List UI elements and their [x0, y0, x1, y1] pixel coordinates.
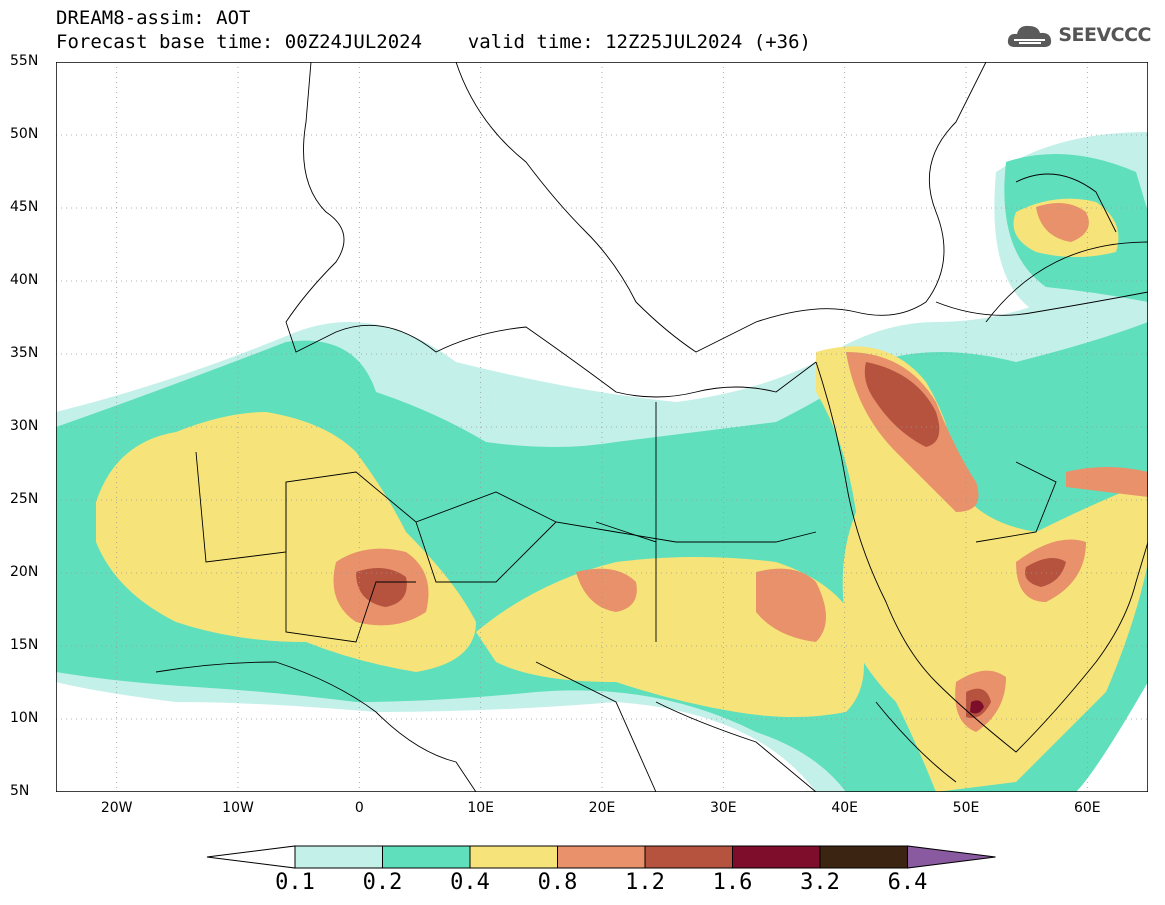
lat-tick-label: 5N: [10, 783, 30, 799]
country-borders: [155, 62, 1148, 792]
lat-tick-label: 25N: [10, 491, 39, 507]
lon-tick-label: 10W: [222, 800, 254, 816]
aot-contours: [56, 132, 1148, 792]
colorbar-low-arrow: [206, 845, 296, 869]
colorbar-label: 0.4: [450, 870, 490, 895]
lat-tick-label: 40N: [10, 272, 39, 288]
lat-tick-label: 30N: [10, 418, 39, 434]
colorbar-label: 3.2: [800, 870, 840, 895]
colorbar-segment: [469, 845, 558, 869]
cloud-icon: [1008, 25, 1052, 47]
logo-text: SEEVCCC: [1058, 24, 1151, 46]
lon-tick-label: 60E: [1073, 800, 1101, 816]
lon-tick-label: 50E: [952, 800, 980, 816]
seevccc-logo: SEEVCCC: [1005, 20, 1151, 50]
lon-tick-label: 20W: [100, 800, 133, 816]
lat-tick-label: 20N: [10, 564, 39, 580]
colorbar: [206, 845, 996, 869]
colorbar-segment: [819, 845, 908, 869]
lat-tick-label: 45N: [10, 199, 39, 215]
colorbar-label: 6.4: [887, 870, 928, 895]
colorbar-label: 0.2: [362, 870, 403, 895]
lat-tick-label: 15N: [10, 637, 39, 653]
lon-tick-label: 30E: [709, 800, 737, 816]
map-title: DREAM8-assim: AOT: [56, 7, 251, 29]
lon-tick-label: 0: [354, 800, 364, 816]
lat-tick-label: 55N: [10, 53, 39, 69]
colorbar-label: 1.6: [712, 870, 753, 895]
lon-tick-label: 10E: [467, 800, 494, 816]
aot-level-1-2: [356, 568, 407, 607]
lat-tick-label: 50N: [10, 126, 39, 142]
colorbar-label: 0.1: [275, 870, 315, 895]
colorbar-segment: [382, 845, 471, 869]
colorbar-high-arrow: [907, 845, 996, 869]
lat-tick-label: 35N: [10, 345, 39, 361]
aot-level-1-6: [970, 700, 984, 714]
lon-tick-label: 20E: [588, 800, 616, 816]
colorbar-segment: [294, 845, 383, 869]
colorbar-label: 1.2: [625, 870, 665, 895]
map-gridlines: [56, 62, 1148, 792]
colorbar-segment: [557, 845, 646, 869]
colorbar-label: 0.8: [537, 870, 578, 895]
forecast-time-line: Forecast base time: 00Z24JUL2024 valid t…: [56, 31, 811, 53]
lon-tick-label: 40E: [831, 800, 858, 816]
colorbar-segment: [732, 845, 821, 869]
colorbar-segment: [644, 845, 733, 869]
lat-tick-label: 10N: [10, 710, 39, 726]
aot-map: [56, 62, 1148, 792]
